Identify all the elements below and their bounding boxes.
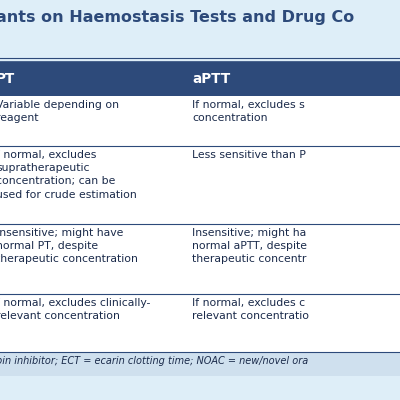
Bar — [0, 58, 400, 62]
Bar — [0, 352, 400, 376]
Text: Less sensitive than P: Less sensitive than P — [192, 150, 306, 160]
Bar — [0, 62, 400, 96]
Bar — [0, 96, 400, 146]
Text: Insensitive; might have
normal PT, despite
therapeutic concentration: Insensitive; might have normal PT, despi… — [0, 228, 138, 264]
Bar — [0, 224, 400, 294]
Text: PT: PT — [0, 72, 15, 86]
Text: f normal, excludes
supratherapeutic
concentration; can be
used for crude estimat: f normal, excludes supratherapeutic conc… — [0, 150, 137, 200]
Text: aPTT: aPTT — [192, 72, 230, 86]
Bar — [0, 146, 400, 224]
Text: bin inhibitor; ECT = ecarin clotting time; NOAC = new/novel ora: bin inhibitor; ECT = ecarin clotting tim… — [0, 356, 308, 366]
Text: ants on Haemostasis Tests and Drug Co: ants on Haemostasis Tests and Drug Co — [0, 10, 354, 25]
Bar — [0, 294, 400, 352]
Text: f normal, excludes clinically-
relevant concentration: f normal, excludes clinically- relevant … — [0, 298, 150, 321]
Text: Variable depending on
reagent: Variable depending on reagent — [0, 100, 119, 123]
Text: If normal, excludes s
concentration: If normal, excludes s concentration — [192, 100, 305, 123]
Text: Insensitive; might ha
normal aPTT, despite
therapeutic concentr: Insensitive; might ha normal aPTT, despi… — [192, 228, 307, 264]
Text: If normal, excludes c
relevant concentratio: If normal, excludes c relevant concentra… — [192, 298, 309, 321]
